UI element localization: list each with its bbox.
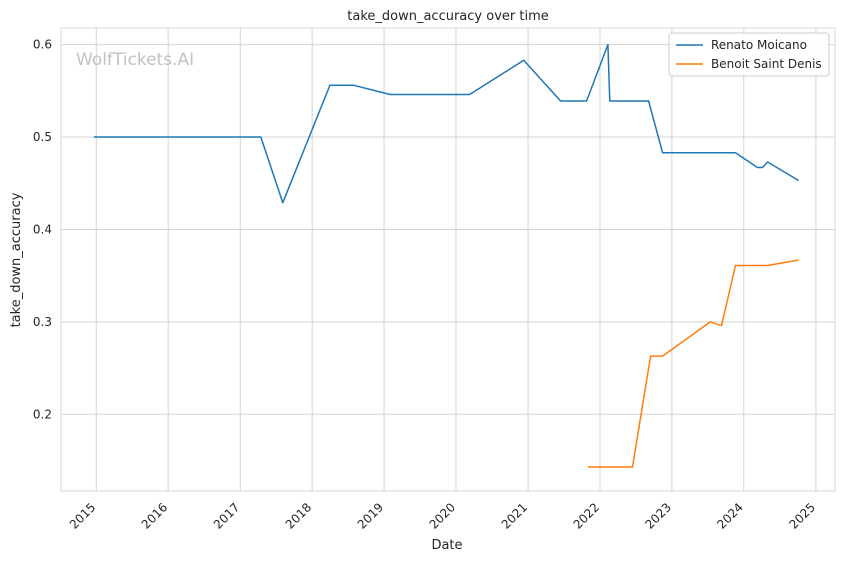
grid-lines [61,28,835,491]
y-tick-label: 0.3 [33,315,52,329]
y-tick-label: 0.6 [33,38,52,52]
y-axis-label: take_down_accuracy [9,192,24,327]
series-line-benoit-saint-denis [588,259,799,468]
x-tick-label: 2024 [714,500,745,531]
x-tick-label: 2023 [643,500,674,531]
legend-label-renato-moicano: Renato Moicano [711,38,807,52]
x-tick-label: 2020 [427,500,458,531]
x-tick-label: 2018 [283,500,314,531]
y-tick-label: 0.4 [33,222,52,236]
x-tick-label: 2022 [571,500,602,531]
x-tick-label: 2025 [787,500,818,531]
plot-frame [60,27,836,492]
watermark-text: WolfTickets.AI [76,50,194,70]
x-axis-label: Date [431,538,462,553]
x-tick-label: 2016 [139,500,170,531]
plot-area [61,28,835,491]
x-tick-label: 2021 [499,500,530,531]
legend: Renato Moicano Benoit Saint Denis [668,32,830,77]
series-line-renato-moicano [93,43,799,204]
x-tick-label: 2019 [355,500,386,531]
x-tick-label: 2015 [67,500,98,531]
y-tick-label: 0.5 [33,130,52,144]
series-lines [93,43,799,468]
legend-label-benoit-saint-denis: Benoit Saint Denis [711,57,822,71]
x-tick-label: 2017 [211,500,242,531]
y-tick-label: 0.2 [33,407,52,421]
chart-title: take_down_accuracy over time [347,9,548,24]
legend-box [668,32,830,77]
